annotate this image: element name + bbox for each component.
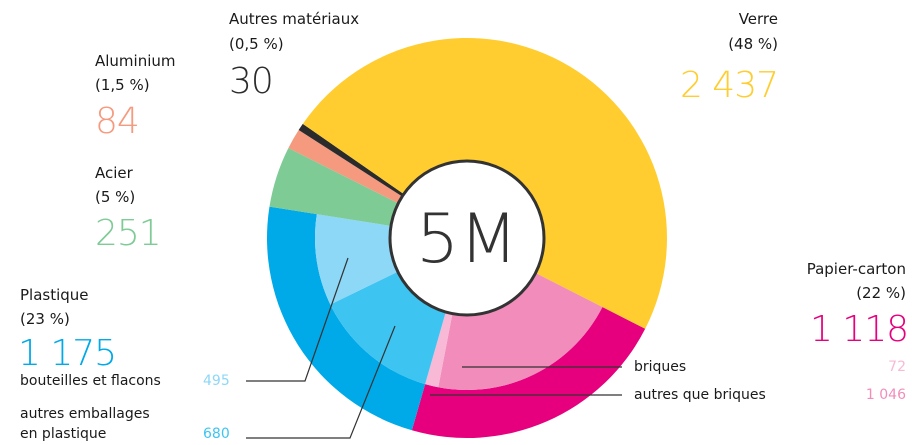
segment-value: 30	[229, 61, 274, 102]
segment-value: 2 437	[679, 65, 779, 106]
segment-name: Acier	[95, 164, 133, 182]
segment-name: Verre	[738, 10, 778, 28]
part-value: 495	[203, 373, 230, 389]
wedge	[411, 307, 646, 438]
wedge	[330, 271, 447, 385]
part-value: 680	[203, 426, 230, 442]
part-name: autres que briques	[634, 387, 766, 403]
segment-value: 84	[95, 101, 140, 142]
wedge	[302, 38, 667, 329]
leader-line	[246, 325, 396, 439]
wedge	[298, 123, 405, 197]
part-value: 1 046	[865, 387, 906, 403]
segment-name: Plastique	[20, 286, 89, 304]
segment-name: Papier-carton	[806, 260, 906, 278]
leader-line	[246, 257, 349, 382]
wedge	[438, 272, 603, 390]
center-label: 5M	[416, 200, 518, 279]
wedge	[315, 214, 399, 305]
segment-share: (1,5 %)	[95, 76, 150, 94]
center-circle	[388, 159, 546, 317]
part-name: briques	[634, 359, 687, 375]
segment-name: Aluminium	[95, 52, 176, 70]
leader-lines	[246, 257, 622, 439]
part-name: autres emballages en plastique	[20, 406, 150, 442]
segment-share: (0,5 %)	[229, 35, 284, 53]
segment-share: (5 %)	[95, 188, 136, 206]
segment-value: 1 175	[18, 333, 117, 374]
segment-share: (23 %)	[20, 310, 70, 328]
segment-share: (48 %)	[728, 35, 778, 53]
segment-name: Autres matériaux	[229, 10, 360, 28]
segment-share: (22 %)	[856, 284, 906, 302]
wedge	[267, 206, 426, 431]
part-value: 72	[888, 359, 906, 375]
segment-value: 1 118	[809, 309, 909, 350]
part-name: bouteilles et flacons	[20, 373, 161, 389]
segment-value: 251	[95, 213, 162, 254]
wedge	[425, 311, 453, 388]
wedge	[269, 147, 400, 227]
wedge	[288, 129, 404, 204]
